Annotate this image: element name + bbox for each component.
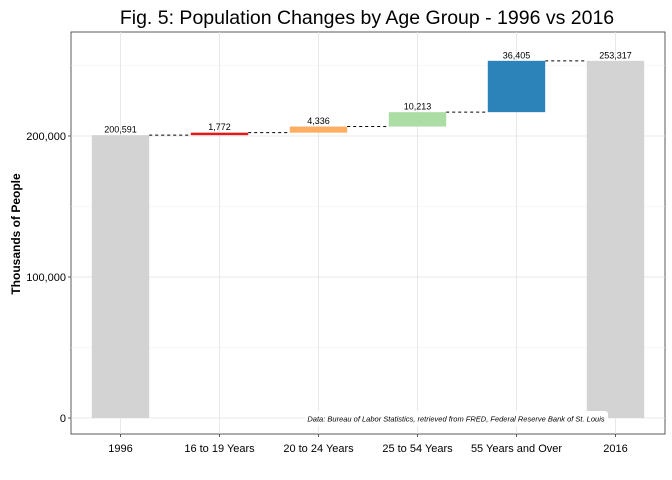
x-tick-label: 1996 [108, 443, 132, 455]
caption-box: Data: Bureau of Labor Statistics, retrie… [305, 411, 608, 426]
chart-title: Fig. 5: Population Changes by Age Group … [120, 7, 614, 29]
x-tick-label: 55 Years and Over [471, 443, 562, 455]
bar [388, 112, 447, 127]
data-label: 4,336 [307, 116, 330, 126]
x-tick-label: 2016 [603, 443, 627, 455]
y-tick-label: 0 [60, 413, 66, 425]
bar [91, 135, 150, 418]
x-tick-label: 16 to 19 Years [184, 443, 255, 455]
axes: 0 100,000 200,000 1996 16 to 19 Years 20 to 2… [26, 131, 628, 455]
caption-text: Data: Bureau of Labor Statistics, retrie… [307, 415, 604, 424]
bar [289, 126, 348, 133]
data-label: 200,591 [104, 125, 137, 135]
data-labels: 200,591 1,772 4,336 10,213 36,405 253,317 [104, 50, 632, 134]
bars [91, 60, 645, 418]
plot-panel-border [70, 31, 666, 435]
bar [190, 132, 249, 136]
data-label: 253,317 [599, 50, 632, 60]
data-label: 10,213 [404, 102, 432, 112]
caption-background [305, 411, 608, 426]
y-tick-label: 100,000 [26, 272, 66, 284]
bar [487, 60, 546, 113]
x-tick-label: 25 to 54 Years [382, 443, 453, 455]
y-axis-title: Thousands of People [9, 173, 23, 295]
data-label: 36,405 [503, 50, 531, 60]
y-tick-label: 200,000 [26, 131, 66, 143]
x-tick-label: 20 to 24 Years [283, 443, 354, 455]
connector-lines [149, 60, 587, 136]
grid-lines [71, 32, 665, 434]
bar [586, 60, 645, 418]
data-label: 1,772 [208, 122, 231, 132]
